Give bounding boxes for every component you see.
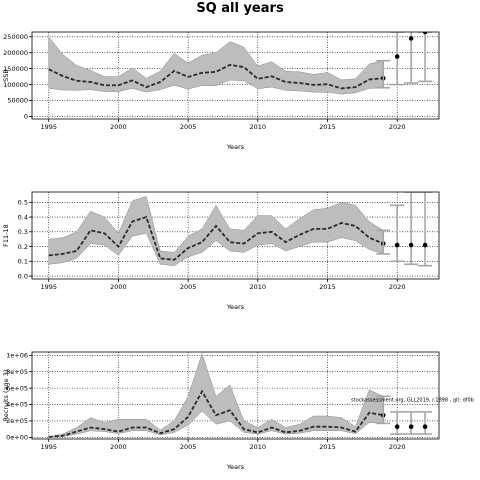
panels: 1995 2000 2005 2010 2015 2020 0 50000 100000 1500… [2,31,440,471]
ssb-plot-area [48,32,433,95]
recruits-xlabel: Years [226,463,245,471]
f-forecast-point-2022 [422,242,428,248]
recruits-ytick-label-2: 4e+05 [6,401,28,409]
f-xtick-label-2020: 2020 [389,283,406,291]
f-forecast-point-2021 [408,242,414,248]
recruits-estimate-line [48,389,384,438]
ssb-ytick-label-5: 250000 [3,33,28,41]
recruits-plot-area [48,352,433,438]
caption-note: stockassessment.org, GLL2019, r.1898 , g… [351,398,474,404]
f-xtick-label-2015: 2015 [319,283,336,291]
recruits-xtick-label-2000: 2000 [110,443,127,451]
f-ytick-label-5: 0.5 [18,199,28,207]
ssb-ylabel: SSB [2,69,10,82]
recruits-xtick-label-2005: 2005 [180,443,197,451]
ssb-ytick-label-4: 200000 [3,49,28,57]
recruits-ytick-label-3: 6e+05 [6,384,28,392]
f-xtick-label-2000: 2000 [110,283,127,291]
ssb-ytick-label-0: 0 [24,113,28,121]
ssb-forecast-point-2020 [394,54,400,59]
recruits-frame [31,351,440,440]
recruits-forecast-point-2022 [422,424,428,429]
panel-f: 1995 2000 2005 2010 2015 2020 0.0 0.1 0.2 0.3 0.4 0… [2,191,440,311]
f-plot-area [48,192,433,267]
figure-title: SQ all years [196,1,284,16]
f-ytick-label-0: 0.0 [18,272,28,280]
recruits-ytick-label-5: 1e+06 [6,351,28,359]
ssb-ytick-label-3: 150000 [3,65,28,73]
f-ytick-label-1: 0.1 [18,258,28,266]
f-estimate-line [48,215,384,261]
panel-ssb: 1995 2000 2005 2010 2015 2020 0 50000 100000 1500… [2,31,440,151]
ssb-ytick-label-1: 50000 [7,97,28,105]
f-confidence-band [48,196,384,266]
ssb-ytick-label-2: 100000 [3,81,28,89]
recruits-xtick-label-2010: 2010 [250,443,267,451]
ssb-xtick-label-1995: 1995 [40,123,57,131]
f-forecast-point-2020 [394,242,400,248]
f-ylabel: F11-18 [2,224,10,247]
ssb-xtick-label-2015: 2015 [319,123,336,131]
recruits-xtick-label-2015: 2015 [319,443,336,451]
recruits-xtick-label-2020: 2020 [389,443,406,451]
f-ytick-label-2: 0.2 [18,243,28,251]
ssb-xtick-label-2005: 2005 [180,123,197,131]
f-xtick-label-1995: 1995 [40,283,57,291]
f-ytick-label-4: 0.4 [18,213,28,221]
recruits-ytick-label-4: 8e+05 [6,368,28,376]
f-frame [31,191,440,280]
ssb-frame [31,31,440,120]
panel-recruits: 1995 2000 2005 2010 2015 2020 0e+00 2e+05 4e+05 6… [2,351,440,471]
ssb-xtick-label-2010: 2010 [250,123,267,131]
recruits-forecast-point-2021 [408,424,414,429]
ssb-forecast-point-2021 [408,36,414,41]
ssb-xtick-label-2020: 2020 [389,123,406,131]
ssb-forecast-point-2022 [422,32,428,35]
recruits-ylabel: Recruits (age 3) [2,370,10,422]
recruits-xtick-label-1995: 1995 [40,443,57,451]
f-ytick-label-3: 0.3 [18,228,28,236]
recruits-ytick-label-1: 2e+05 [6,417,28,425]
f-xtick-label-2005: 2005 [180,283,197,291]
f-xtick-label-2010: 2010 [250,283,267,291]
f-xlabel: Years [226,303,245,311]
recruits-ytick-label-0: 0e+00 [6,434,28,442]
recruits-confidence-band [48,352,384,438]
recruits-forecast-point-2020 [394,424,400,429]
ssb-xtick-label-2000: 2000 [110,123,127,131]
ssb-xlabel: Years [226,143,245,151]
